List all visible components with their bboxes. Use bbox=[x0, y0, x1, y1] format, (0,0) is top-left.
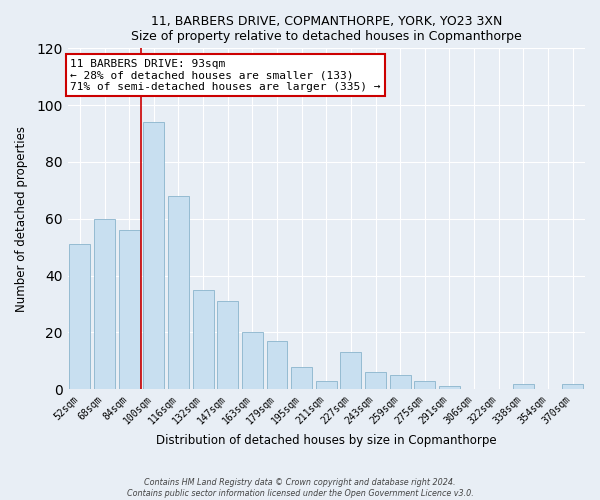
Bar bbox=[365, 372, 386, 390]
Bar bbox=[242, 332, 263, 390]
Bar bbox=[119, 230, 140, 390]
Bar bbox=[143, 122, 164, 390]
Bar bbox=[439, 386, 460, 390]
Bar bbox=[390, 375, 410, 390]
Bar bbox=[94, 219, 115, 390]
Bar bbox=[562, 384, 583, 390]
X-axis label: Distribution of detached houses by size in Copmanthorpe: Distribution of detached houses by size … bbox=[156, 434, 497, 448]
Title: 11, BARBERS DRIVE, COPMANTHORPE, YORK, YO23 3XN
Size of property relative to det: 11, BARBERS DRIVE, COPMANTHORPE, YORK, Y… bbox=[131, 15, 521, 43]
Bar bbox=[266, 341, 287, 390]
Y-axis label: Number of detached properties: Number of detached properties bbox=[15, 126, 28, 312]
Text: Contains HM Land Registry data © Crown copyright and database right 2024.
Contai: Contains HM Land Registry data © Crown c… bbox=[127, 478, 473, 498]
Text: 11 BARBERS DRIVE: 93sqm
← 28% of detached houses are smaller (133)
71% of semi-d: 11 BARBERS DRIVE: 93sqm ← 28% of detache… bbox=[70, 58, 380, 92]
Bar bbox=[193, 290, 214, 390]
Bar bbox=[316, 381, 337, 390]
Bar bbox=[415, 381, 436, 390]
Bar bbox=[217, 301, 238, 390]
Bar bbox=[340, 352, 361, 390]
Bar bbox=[168, 196, 189, 390]
Bar bbox=[513, 384, 534, 390]
Bar bbox=[291, 366, 312, 390]
Bar bbox=[70, 244, 91, 390]
